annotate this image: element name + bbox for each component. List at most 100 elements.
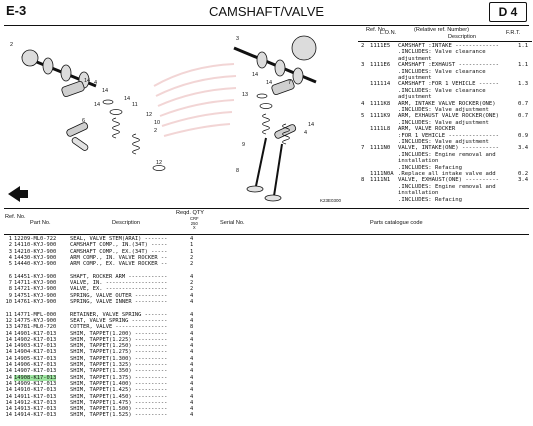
parts-row[interactable]: 13 14781-ML0-720 COTTER, VALVE -----------… bbox=[4, 324, 254, 330]
parts-row[interactable]: 10 14761-KYJ-900 SPRING, VALVE INNER -----… bbox=[4, 299, 254, 305]
labor-frt: 1.1 bbox=[518, 43, 529, 49]
part-number[interactable]: 14904-K17-013 bbox=[14, 349, 57, 356]
valve-drawing bbox=[71, 137, 283, 202]
part-qty: 4 bbox=[190, 393, 194, 400]
labor-desc: .INCLUDES: Valve adjustment bbox=[398, 107, 489, 113]
part-description: SHAFT, ROCKER ARM ------------ bbox=[70, 273, 168, 280]
part-number[interactable]: 12209-ML0-722 bbox=[14, 236, 57, 242]
callout-label: 7 bbox=[288, 80, 291, 86]
part-number[interactable]: 14908-K17-013 bbox=[14, 374, 57, 381]
parts-row[interactable]: 14 14902-K17-013 SHIM, TAPPET(1.225) -----… bbox=[4, 337, 254, 343]
labor-desc: .INCLUDES: Valve clearance bbox=[398, 49, 486, 56]
parts-row[interactable]: 14 14903-K17-013 SHIM, TAPPET(1.250) -----… bbox=[4, 343, 254, 349]
camshaft-exhaust-drawing bbox=[233, 35, 317, 85]
model-label: CRF bbox=[190, 216, 199, 221]
part-number[interactable]: 14909-K17-013 bbox=[14, 380, 57, 387]
parts-row[interactable]: 7 14711-KYJ-900 VALVE, IN. ---------------… bbox=[4, 280, 254, 286]
part-number[interactable]: 14911-K17-013 bbox=[14, 393, 57, 400]
part-qty: 4 bbox=[190, 380, 194, 387]
part-number[interactable]: 14910-K17-013 bbox=[14, 387, 57, 394]
diagram-svg: 2 14 4 14 14 11 12 10 2 12 14 6 3 14 14 … bbox=[8, 35, 342, 203]
part-ref: 14 bbox=[5, 393, 13, 400]
parts-row[interactable]: 4 14430-KYJ-900 ARM COMP., IN. VALVE ROCKE… bbox=[4, 255, 254, 261]
labor-lon: 111114 bbox=[370, 81, 391, 88]
table-divider bbox=[4, 208, 529, 209]
part-description: CAMSHAFT COMP., IN.(34T) ----- bbox=[70, 242, 168, 249]
labor-desc: ARM, VALVE ROCKER bbox=[398, 126, 456, 133]
parts-row[interactable]: 2 14110-KYJ-900 CAMSHAFT COMP., IN.(34T) -… bbox=[4, 242, 254, 248]
part-number[interactable]: 14913-K17-013 bbox=[14, 406, 57, 413]
parts-col-qty: Reqd. QTY bbox=[176, 210, 204, 216]
part-description: SHIM, TAPPET(1.350) ---------- bbox=[70, 368, 168, 375]
parts-row[interactable]: 9 14751-KYJ-900 SPRING, VALVE OUTER ------… bbox=[4, 293, 254, 299]
part-qty: 2 bbox=[190, 261, 194, 268]
labor-desc: .INCLUDES: Valve clearance bbox=[398, 87, 486, 94]
parts-row[interactable]: 14 14912-K17-013 SHIM, TAPPET(1.475) -----… bbox=[4, 400, 254, 406]
parts-row[interactable]: 5 14440-KYJ-900 ARM COMP., EX. VALVE ROCKE… bbox=[4, 261, 254, 267]
col-lon: L.O.N. bbox=[380, 30, 397, 36]
part-number[interactable]: 14430-KYJ-900 bbox=[14, 254, 57, 261]
parts-row[interactable]: 14 14911-K17-013 SHIM, TAPPET(1.450) -----… bbox=[4, 394, 254, 400]
part-number[interactable]: 14902-K17-013 bbox=[14, 336, 57, 343]
callouts: 2 14 4 14 14 11 12 10 2 12 14 6 3 14 14 … bbox=[10, 36, 342, 203]
parts-row[interactable]: 14 14913-K17-013 SHIM, TAPPET(1.500) -----… bbox=[4, 406, 254, 412]
part-description: SHIM, TAPPET(1.400) ---------- bbox=[70, 380, 168, 387]
part-number[interactable]: 14771-MFL-000 bbox=[14, 311, 57, 318]
part-number[interactable]: 14781-ML0-720 bbox=[14, 324, 57, 331]
labor-desc: CAMSHAFT :FOR 1 VEHICLE ------ bbox=[398, 81, 500, 88]
parts-row[interactable]: 14 14909-K17-013 SHIM, TAPPET(1.400) -----… bbox=[4, 381, 254, 387]
parts-row[interactable]: 14 14910-K17-013 SHIM, TAPPET(1.425) -----… bbox=[4, 387, 254, 393]
labor-desc: .Replace all intake valve add bbox=[398, 171, 496, 177]
part-ref: 5 bbox=[8, 261, 12, 268]
labor-desc: adjustment bbox=[398, 75, 432, 81]
part-number[interactable]: 14440-KYJ-900 bbox=[14, 261, 57, 268]
parts-row[interactable]: 3 14210-KYJ-900 CAMSHAFT COMP., EX.(34T) -… bbox=[4, 249, 254, 255]
labor-desc: .INCLUDES: Valve adjustment bbox=[398, 139, 489, 145]
parts-row[interactable]: 6 14451-KYJ-900 SHAFT, ROCKER ARM --------… bbox=[4, 274, 254, 280]
parts-row[interactable]: 14 14905-K17-013 SHIM, TAPPET(1.300) -----… bbox=[4, 356, 254, 362]
part-number[interactable]: 14903-K17-013 bbox=[14, 343, 57, 350]
labor-header-rule bbox=[358, 41, 532, 42]
labor-desc: ARM, EXHAUST VALVE ROCKER(ONE) bbox=[398, 113, 500, 120]
parts-row[interactable]: 8 14721-KYJ-900 VALVE, EX. ---------------… bbox=[4, 286, 254, 292]
part-number[interactable]: 14711-KYJ-900 bbox=[14, 280, 57, 287]
callout-label: 12 bbox=[146, 112, 152, 118]
labor-desc: .INCLUDES: Engine removal and bbox=[398, 183, 496, 190]
parts-row[interactable]: 11 14771-MFL-000 RETAINER, VALVE SPRING --… bbox=[4, 312, 254, 318]
parts-row[interactable] bbox=[4, 268, 254, 274]
part-description: SHIM, TAPPET(1.275) ---------- bbox=[70, 349, 168, 356]
labor-desc: CAMSHAFT :EXHAUST ------------ bbox=[398, 62, 500, 69]
labor-desc: .INCLUDES: Valve clearance bbox=[398, 68, 486, 75]
part-number[interactable]: 14901-K17-013 bbox=[14, 330, 57, 337]
parts-row[interactable]: 12 14775-KYJ-900 SEAT, VALVE SPRING ------… bbox=[4, 318, 254, 324]
watermark-wing bbox=[153, 63, 237, 137]
parts-row[interactable]: 14 14904-K17-013 SHIM, TAPPET(1.275) -----… bbox=[4, 349, 254, 355]
part-number[interactable]: 14721-KYJ-900 bbox=[14, 286, 57, 293]
part-ref: 14 bbox=[5, 412, 13, 419]
parts-row[interactable]: 14 14908-K17-013 SHIM, TAPPET(1.375) -----… bbox=[4, 374, 254, 381]
part-number[interactable]: 14210-KYJ-900 bbox=[14, 248, 57, 255]
part-number[interactable]: 14775-KYJ-900 bbox=[14, 317, 57, 324]
parts-row[interactable]: 14 14906-K17-013 SHIM, TAPPET(1.325) -----… bbox=[4, 362, 254, 368]
parts-row[interactable] bbox=[4, 305, 254, 311]
labor-desc: VALVE, INTAKE(ONE) ----------- bbox=[398, 145, 500, 152]
part-number[interactable]: 14914-K17-013 bbox=[14, 412, 57, 419]
part-number[interactable]: 14907-K17-013 bbox=[14, 368, 57, 375]
part-ref: 14 bbox=[5, 399, 13, 406]
part-qty: 4 bbox=[190, 311, 194, 318]
parts-row[interactable]: 1 12209-ML0-722 SEAL, VALVE STEM(ARAI) ---… bbox=[4, 236, 254, 242]
parts-row[interactable]: 14 14914-K17-013 SHIM, TAPPET(1.525) -----… bbox=[4, 412, 254, 418]
part-number[interactable]: 14110-KYJ-900 bbox=[14, 242, 57, 249]
part-number[interactable]: 14912-K17-013 bbox=[14, 399, 57, 406]
part-ref: 4 bbox=[8, 254, 12, 261]
callout-label: 2 bbox=[10, 42, 13, 48]
parts-row[interactable]: 14 14907-K17-013 SHIM, TAPPET(1.350) -----… bbox=[4, 368, 254, 374]
part-description: SEAL, VALVE STEM(ARAI) ------- bbox=[70, 236, 168, 242]
part-number[interactable]: 14751-KYJ-900 bbox=[14, 292, 57, 299]
part-ref: 14 bbox=[5, 330, 13, 337]
part-number[interactable]: 14451-KYJ-900 bbox=[14, 273, 57, 280]
parts-row[interactable]: 14 14901-K17-013 SHIM, TAPPET(1.200) -----… bbox=[4, 331, 254, 337]
part-number[interactable]: 14761-KYJ-900 bbox=[14, 299, 57, 305]
part-number[interactable]: 14906-K17-013 bbox=[14, 362, 57, 368]
part-number[interactable]: 14905-K17-013 bbox=[14, 355, 57, 362]
